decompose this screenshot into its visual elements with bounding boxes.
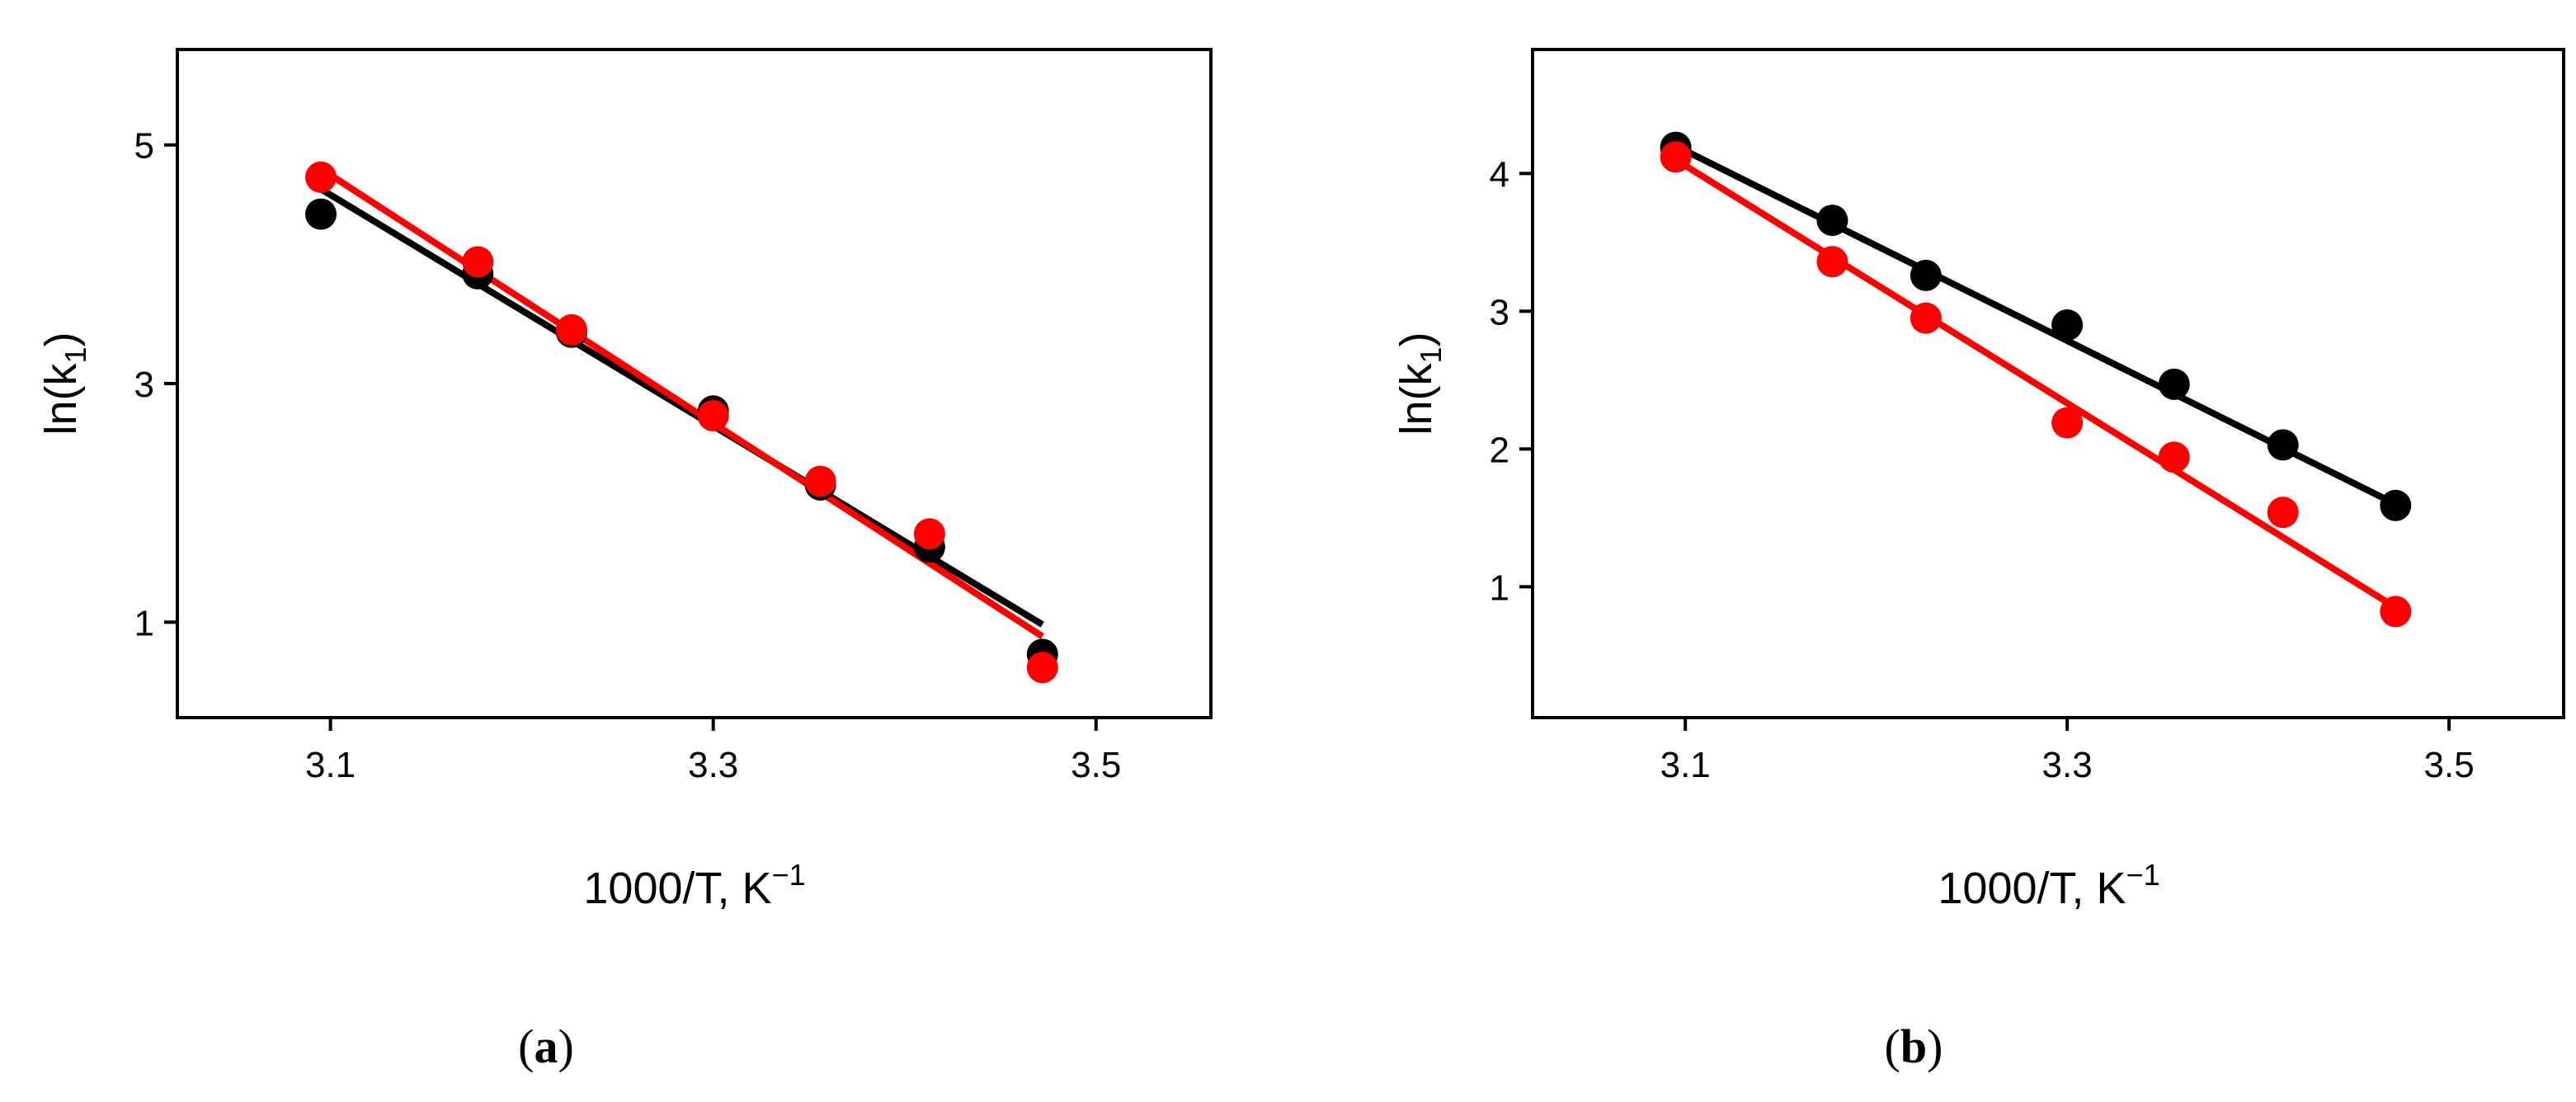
data-point: [1816, 205, 1848, 237]
data-points: [1660, 131, 2412, 628]
data-point: [2380, 596, 2412, 628]
ticks: 3.1 3.3 3.5 1 2 3 4: [1490, 154, 2475, 785]
panel-a: 3.1 3.3 3.5 1 3 5 ln(k1) 1000/T, K−1 (a): [36, 48, 1213, 1073]
fit-line: [1674, 157, 2398, 610]
panel-label: (b): [1885, 1020, 1943, 1073]
x-tick-label: 3.1: [305, 745, 356, 785]
y-tick-label: 1: [1490, 567, 1509, 608]
data-point: [2051, 309, 2084, 341]
plot-frame: [1531, 48, 2565, 719]
x-tick-label: 3.5: [2424, 745, 2475, 785]
data-point: [1816, 246, 1848, 278]
y-tick-label: 2: [1490, 430, 1509, 470]
data-point: [913, 518, 945, 550]
data-point: [462, 246, 494, 278]
data-point: [2267, 497, 2299, 529]
x-tick-label: 3.5: [1071, 745, 1121, 785]
data-point: [305, 161, 337, 193]
data-point: [2051, 407, 2084, 439]
y-tick-label: 4: [1490, 154, 1509, 195]
x-axis-title: 1000/T, K−1: [1938, 858, 2159, 913]
fit-lines: [1674, 143, 2398, 610]
data-point: [1910, 302, 1942, 334]
data-point: [804, 465, 836, 497]
y-axis-title: ln(k1): [36, 332, 92, 435]
data-point: [1660, 141, 1692, 173]
data-point: [2158, 441, 2190, 473]
fit-lines: [318, 166, 1044, 639]
x-axis-title: 1000/T, K−1: [583, 858, 805, 913]
data-point: [1026, 652, 1058, 684]
x-tick-label: 3.3: [688, 745, 738, 785]
data-point: [2158, 368, 2190, 400]
panel-b: 3.1 3.3 3.5 1 2 3 4 ln(k1) 1000/T, K−1 (b): [1392, 48, 2565, 1073]
ticks: 3.1 3.3 3.5 1 3 5: [134, 126, 1122, 785]
y-tick-label: 3: [134, 365, 154, 405]
data-point: [305, 198, 337, 230]
y-axis-title: ln(k1): [1392, 332, 1448, 435]
fit-line: [318, 166, 1044, 639]
data-point: [1910, 259, 1942, 291]
data-point: [2267, 429, 2299, 461]
data-point: [697, 400, 729, 432]
panel-label: (a): [518, 1020, 574, 1073]
data-point: [555, 313, 587, 346]
y-tick-label: 3: [1490, 292, 1509, 332]
data-points: [305, 161, 1058, 684]
x-tick-label: 3.1: [1660, 745, 1711, 785]
data-point: [2380, 489, 2412, 521]
x-tick-label: 3.3: [2042, 745, 2093, 785]
y-tick-label: 5: [134, 126, 154, 167]
plot-frame: [176, 48, 1213, 719]
y-tick-label: 1: [134, 603, 154, 643]
